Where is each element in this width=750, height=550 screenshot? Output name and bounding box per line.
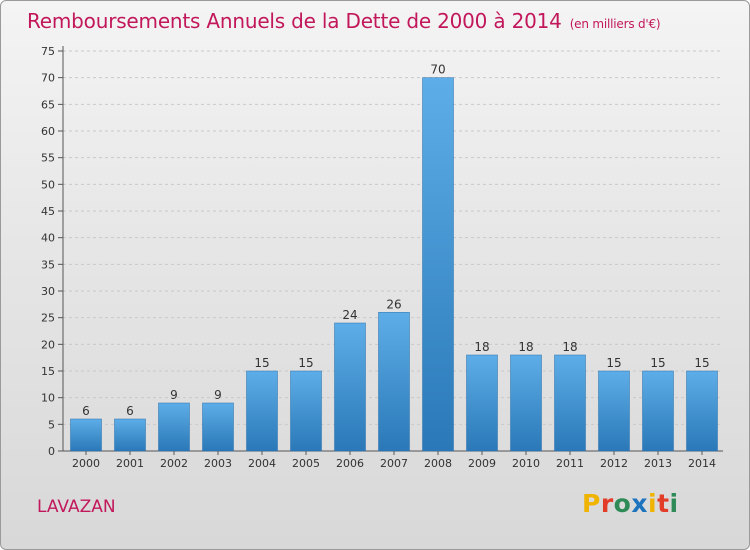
bar-2001 [114,418,146,452]
x-tick-label: 2001 [116,457,144,470]
y-tick-label: 5 [48,418,55,431]
x-tick-label: 2007 [380,457,408,470]
y-tick-label: 15 [41,365,55,378]
data-label: 24 [342,308,357,322]
logo-letter: i [669,489,679,518]
logo-letter: i [648,489,658,518]
y-tick-label: 30 [41,285,55,298]
data-label: 18 [562,340,577,354]
proxiti-logo: Proxiti [582,489,679,518]
bar-2010 [510,354,542,452]
x-tick-label: 2008 [424,457,452,470]
bar-2013 [642,370,674,452]
y-tick-label: 70 [41,72,55,85]
bar-2004 [246,370,278,452]
x-tick-label: 2005 [292,457,320,470]
data-label: 9 [214,388,222,402]
bar-2006 [334,322,366,452]
y-tick-label: 50 [41,178,55,191]
bar-2011 [554,354,586,452]
x-tick-label: 2004 [248,457,276,470]
data-label: 15 [694,356,709,370]
x-tick-label: 2011 [556,457,584,470]
data-label: 18 [474,340,489,354]
logo-letter: P [582,489,601,518]
chart-title: Remboursements Annuels de la Dette de 20… [27,9,661,33]
x-tick-label: 2010 [512,457,540,470]
bar-2003 [202,402,234,452]
data-label: 6 [82,404,90,418]
bar-2008 [422,77,454,452]
x-tick-label: 2006 [336,457,364,470]
x-tick-label: 2012 [600,457,628,470]
title-text: Remboursements Annuels de la Dette de 20… [27,9,562,33]
x-tick-label: 2009 [468,457,496,470]
bar-2007 [378,312,410,452]
y-tick-label: 60 [41,125,55,138]
bar-2002 [158,402,190,452]
logo-letter: o [613,489,632,518]
y-tick-label: 40 [41,232,55,245]
data-label: 15 [606,356,621,370]
data-label: 15 [298,356,313,370]
x-tick-label: 2000 [72,457,100,470]
commune-name: LAVAZAN [37,497,116,517]
logo-letter: r [600,489,614,518]
x-tick-label: 2014 [688,457,716,470]
x-tick-label: 2013 [644,457,672,470]
data-label: 9 [170,388,178,402]
bar-2014 [686,370,718,452]
data-label: 18 [518,340,533,354]
data-labels: 6 6 9 9 15 15 24 26 70 18 18 18 15 15 15 [82,63,709,418]
y-tick-label: 35 [41,258,55,271]
unit-label: (en milliers d'€) [569,17,661,31]
data-label: 6 [126,404,134,418]
bar-2009 [466,354,498,452]
logo-letter: x [631,489,648,518]
data-label: 70 [430,63,445,77]
y-tick-label: 65 [41,98,55,111]
data-label: 15 [650,356,665,370]
y-tick-label: 45 [41,205,55,218]
logo-letter: t [657,489,670,518]
y-tick-label: 20 [41,338,55,351]
bars [70,77,718,452]
y-tick-label: 0 [48,445,55,458]
data-label: 15 [254,356,269,370]
data-label: 26 [386,297,401,311]
x-tick-label: 2002 [160,457,188,470]
bar-2005 [290,370,322,452]
y-tick-label: 75 [41,45,55,58]
x-tick-label: 2003 [204,457,232,470]
y-tick-label: 25 [41,312,55,325]
y-tick-label: 10 [41,392,55,405]
bar-2000 [70,418,102,452]
bar-2012 [598,370,630,452]
y-tick-label: 55 [41,152,55,165]
